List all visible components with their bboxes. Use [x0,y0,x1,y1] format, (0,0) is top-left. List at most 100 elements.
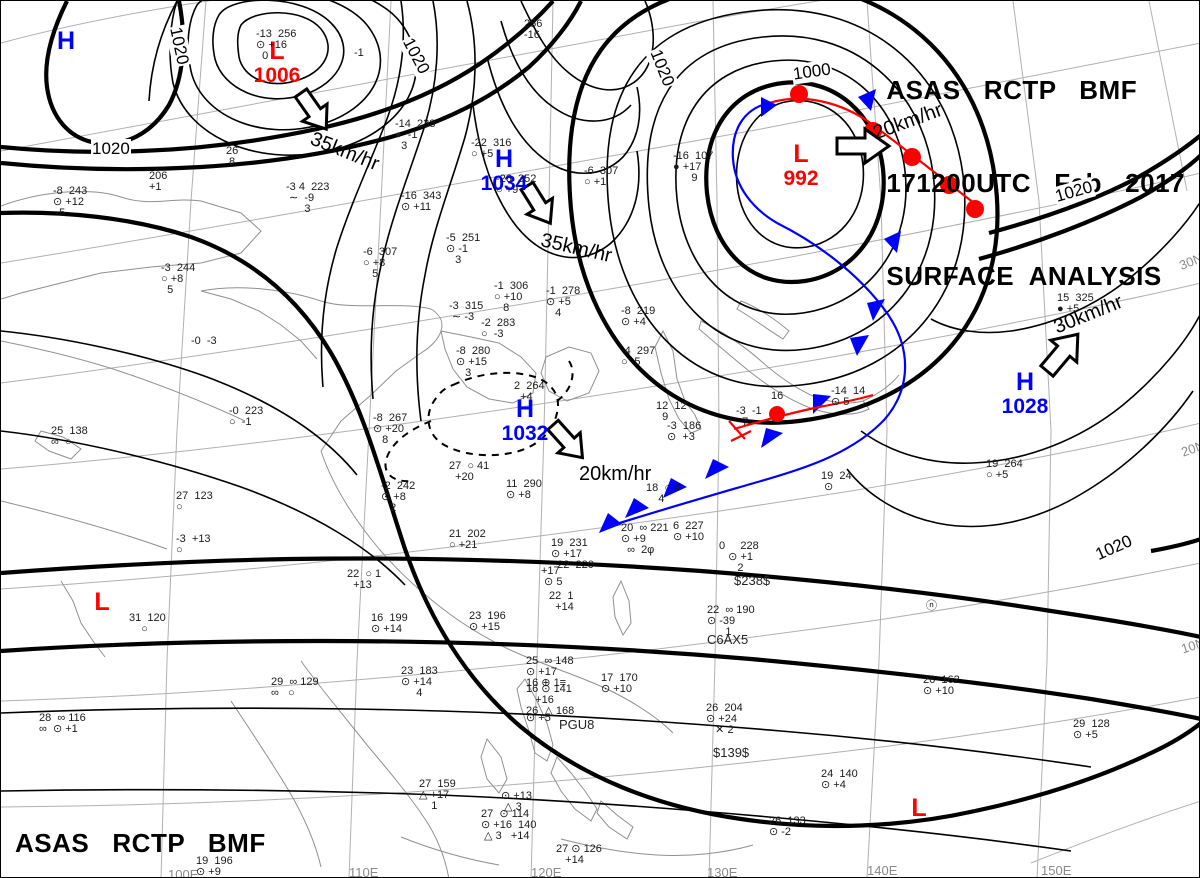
station-plot: ⓝ [926,600,937,612]
station-plot: +17 ⊙ 5 [541,565,563,588]
station-plot: -8 219 ⊙ +4 [621,305,656,328]
station-plot: -4 297 ○ -5 [621,345,656,368]
station-plot: 28 ∞ 116 ∞ ⊙ +1 [39,712,86,735]
cold-front-main [599,89,907,533]
station-plot: 19 196 ⊙ +9 [196,855,233,878]
pressure-center-l-7: L [879,796,959,821]
station-plot: -3 244 ○ +8 5 [161,262,196,296]
header-top-line2: 171200UTC Feb 2017 [886,168,1185,198]
station-plot: 11 290 ⊙ +8 [506,478,542,501]
pressure-center-l-0: L 1006 [237,37,317,87]
header-top-line1: ASAS RCTP BMF [886,75,1138,105]
longitude-label: 120E [531,865,562,878]
station-plot: 256 -16 [524,18,543,41]
pressure-center-h-2: H 1034 [464,145,544,195]
station-plot: -6 307 ○ +1 [584,165,619,188]
pressure-center-symbol: L [94,588,110,616]
station-plot: 17 170 ⊙ +10 [601,672,638,695]
station-plot: -22 316 ○ +5 [471,137,512,160]
longitude-label: 130E [707,865,738,878]
station-plot: 22 ○ 1 +13 [347,568,382,591]
station-plot: ⊙ +5 [526,712,551,724]
station-plot: 22 1 +14 [549,590,574,613]
isobar-label: 1020 [91,139,131,159]
station-plot: -3 +13 ○ [176,533,211,556]
motion-speed-label: 20km/hr [579,463,652,485]
pressure-center-symbol: H [1015,368,1035,396]
station-plot: 27 ⊙ 114 ⊙ +16 140 △ 3 +14 [481,808,537,842]
station-plot: 31 120 ○ [129,612,166,635]
station-plot: ⊙ +13 △ 3 [501,790,532,813]
longitude-label: 110E [349,865,379,878]
station-plot: 27 ⊙ 126 +14 [556,843,602,866]
station-plot: -6 307 ○ +8 5 [363,246,398,280]
station-plot: 0 228 ⊙ +1 2 [719,540,759,574]
station-plot: 26 8 [226,145,239,168]
station-plot: 27 159 △ +17 1 [419,778,456,812]
station-plot: 27 ○ 41 +20 [449,460,490,483]
station-plot: 19 231 ⊙ +17 22 220 [551,537,594,571]
pressure-center-value: 1028 [1001,395,1049,418]
station-plot: 23 183 ⊙ +14 4 [401,665,438,699]
station-plot: 27 123 ○ [176,490,213,513]
pressure-center-symbol: H [494,145,514,173]
station-plot: -3 315 ∼ -3 [449,300,484,323]
station-plot: 29 128 ⊙ +5 [1073,718,1110,741]
station-plot: -14 238 ● -1 3 [395,118,436,152]
station-plot: 22 ∞ 190 ⊙ -39 1 [707,604,755,638]
station-plot: 16 [771,390,784,402]
station-plot: 2 264 +4 [514,380,545,403]
station-plot: -8 280 ⊙ +15 3 [456,345,491,379]
motion-arrows [293,86,1080,460]
warm-front-main [768,85,984,218]
station-plot: -8 243 ⊙ +12 5 [53,185,88,219]
station-plot: 206 +1 [149,170,168,193]
ship-callsign-label: $139$ [713,745,750,760]
station-plot: -2 242 ⊙ +8 2 [381,480,416,514]
station-plot: 16 199 ⊙ +14 [371,612,408,635]
pressure-center-symbol: H [515,395,535,423]
pressure-center-h-1: H [26,29,106,54]
station-plot: -3 -1 7 [736,405,762,428]
station-plot: -26 352 ○ +9 [496,173,537,196]
station-plot: -0 -3 [191,335,217,347]
station-plot: 15 325 ● +5 [1057,292,1094,315]
station-plot: 23 196 ⊙ +15 [469,610,506,633]
pressure-center-symbol: L [793,140,809,168]
header-top-line3: SURFACE ANALYSIS [886,261,1162,291]
pressure-center-value: 1006 [253,64,301,87]
station-plot: 26 162 ⊙ +10 [923,674,960,697]
station-plot: 25 ∞ 148 ⊙ +17 16 ⊕ 1≡ [526,655,574,689]
station-plot: 24 140 ⊙ +4 [821,768,858,791]
station-plot: 16 ⊙ 141 +16 26 △ 168 [526,683,575,717]
station-plot: 12 12 9 [656,400,687,423]
station-plot: -1 [354,47,364,59]
longitude-label: 140E [867,863,898,878]
station-plot: -16 107 ● +17 9 [673,150,714,184]
station-plot: -3 186 ⊙ +3 [667,420,702,443]
station-plot: 21 202 ○ +21 [449,528,486,551]
longitude-label: 100E [168,867,199,878]
header-bottom: ASAS RCTP BMF 171200UTC Feb 2017 SURFACE… [15,766,314,877]
pressure-center-symbol: L [269,37,285,65]
pressure-center-value: 992 [783,167,819,190]
fronts [599,85,984,533]
station-plot: 20 ∞ 221 ⊙ +9 ∞ 2φ [621,522,669,556]
station-plot: -5 251 ⊙ -1 3 [446,232,481,266]
longitude-label: 150E [1041,863,1072,878]
header-top: ASAS RCTP BMF 171200UTC Feb 2017 SURFACE… [886,13,1185,354]
station-plot: 18 ○ 4 4 [646,482,681,505]
header-bottom-line1: ASAS RCTP BMF [15,828,266,858]
pressure-center-h-3: H 1032 [485,395,565,445]
station-plot: 29 ∞ 129 ∞ ○ [271,676,319,699]
station-plot: -2 283 ○ -3 [481,317,516,340]
station-plot: 26 204 ⊙ +24 ✕ 2 [706,702,743,736]
ship-callsign-label: $238$ [734,573,771,588]
ship-callsign-label: PGU8 [559,717,595,732]
station-plot: -14 14 ⊙ 5 [831,385,866,408]
ship-callsign-label: C6AX5 [707,632,749,647]
station-plot: 19 264 ○ +5 [986,458,1023,481]
pressure-center-l-4: L 992 [761,140,841,190]
station-plot: 19 24 ⊙ [821,470,852,493]
